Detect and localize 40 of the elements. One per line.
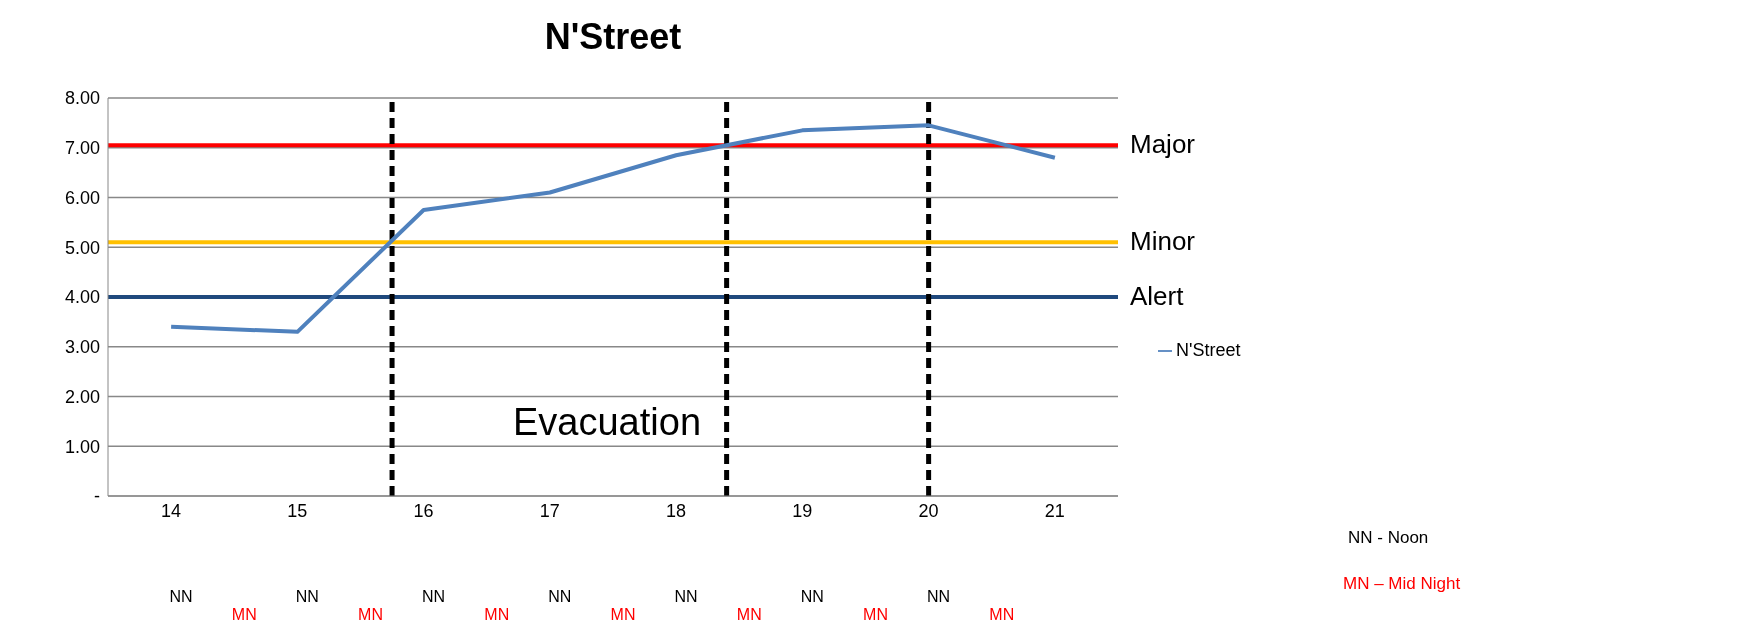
text: NN	[421, 588, 447, 606]
x-tick-label: 18	[666, 500, 687, 521]
y-tick-label: 4.00	[64, 287, 100, 308]
text: MN	[609, 606, 637, 624]
legend-label: N'Street	[1176, 339, 1241, 360]
annotation: Evacuation	[513, 401, 702, 445]
x-tick-label: 15	[287, 500, 308, 521]
y-tick-label: 8.00	[64, 88, 100, 109]
y-tick-label: -	[94, 486, 100, 507]
x-tick-label: 21	[1044, 500, 1065, 521]
text: MN	[862, 606, 889, 624]
ref-line-label: Alert	[1130, 281, 1184, 312]
y-tick-label: 2.00	[64, 386, 100, 407]
text: MN	[230, 606, 258, 624]
text: NN - Noon	[1348, 528, 1429, 548]
text: NN	[799, 588, 825, 606]
text: MN	[483, 606, 511, 624]
text: MN	[988, 606, 1016, 624]
text: NN	[168, 588, 194, 606]
x-tick-label: 20	[918, 500, 939, 521]
x-tick-label: 17	[539, 500, 560, 521]
x-tick-label: 14	[161, 500, 182, 521]
y-tick-label: 5.00	[64, 237, 100, 258]
ref-line-label: Minor	[1130, 226, 1196, 258]
x-tick-label: 16	[413, 500, 434, 521]
text: NN	[294, 588, 320, 606]
text: NN	[547, 588, 573, 606]
y-tick-label: 3.00	[64, 337, 100, 358]
text: MN	[357, 606, 384, 624]
text: MN	[735, 606, 763, 624]
y-tick-label: 6.00	[64, 187, 100, 208]
text: NN	[926, 588, 952, 606]
ref-line-label: Major	[1130, 129, 1196, 161]
text: NN	[673, 588, 699, 606]
chart-title: N'Street	[543, 16, 683, 58]
text: MN – Mid Night	[1343, 574, 1461, 594]
y-tick-label: 7.00	[64, 138, 100, 159]
y-tick-label: 1.00	[64, 436, 100, 457]
line-series	[169, 123, 1057, 334]
x-tick-label: 19	[792, 500, 813, 521]
